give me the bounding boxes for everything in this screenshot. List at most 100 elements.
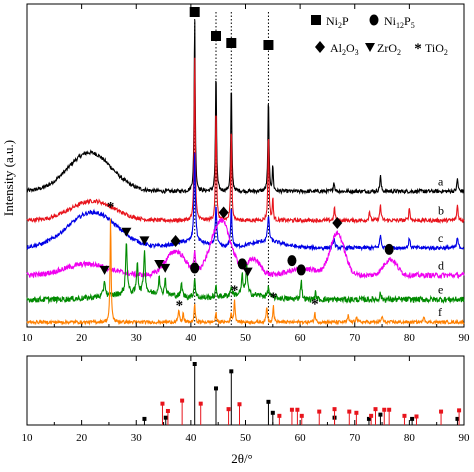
reference-stick-cap-red <box>347 409 352 414</box>
reference-stick-cap-red <box>289 407 294 412</box>
marker-triangle-down-e <box>154 259 165 269</box>
reference-stick-cap-black <box>229 369 234 374</box>
legend-entry: Al2O3 <box>330 41 359 57</box>
marker-triangle-down-e <box>160 263 171 273</box>
marker-triangle-down-e <box>99 265 110 275</box>
series-label-a: a <box>438 174 444 188</box>
series-label-c: c <box>438 231 443 245</box>
x-tick-label: 40 <box>185 332 197 344</box>
reference-stick-cap-red <box>317 409 322 414</box>
series-curve-e <box>26 243 465 305</box>
marker-square-a <box>263 40 274 50</box>
x-tick-label: 20 <box>76 432 88 444</box>
legend-subscript: 2 <box>397 48 401 57</box>
bottom-plot-frame <box>26 355 465 426</box>
legend-text-part: ZrO <box>377 41 397 55</box>
marker-diamond-d <box>218 206 229 219</box>
legend-text-part: Al <box>330 41 343 55</box>
reference-stick-cap-red <box>299 413 304 418</box>
marker-circle-e <box>296 264 306 276</box>
reference-stick-cap-red <box>457 408 462 413</box>
legend-subscript: 2 <box>338 21 342 30</box>
reference-stick-cap-red <box>295 407 300 412</box>
reference-stick-cap-red <box>160 401 165 406</box>
reference-stick-cap-black <box>192 362 197 366</box>
marker-triangle-down-e <box>121 227 132 237</box>
series-label-b: b <box>438 203 444 217</box>
legend-entry: Ni2P <box>326 14 349 30</box>
x-tick-label: 60 <box>295 432 307 444</box>
reference-stick-cap-red <box>332 407 337 412</box>
reference-stick-cap-red <box>165 408 170 413</box>
reference-stick-cap-red <box>414 414 419 419</box>
legend-text-part: Ni <box>326 14 339 28</box>
legend-text-part: O <box>346 41 355 55</box>
x-tick-label: 50 <box>240 332 252 344</box>
legend-symbol-asterisk: * <box>414 41 422 57</box>
x-tick-label: 30 <box>131 432 143 444</box>
reference-stick-cap-red <box>382 407 387 412</box>
marker-diamond-d <box>170 235 181 248</box>
marker-asterisk-f: * <box>107 200 115 216</box>
reference-stick-cap-black <box>163 415 168 420</box>
reference-stick-cap-black <box>270 410 275 415</box>
reference-stick-cap-black <box>378 412 383 417</box>
marker-circle-d <box>287 255 297 267</box>
x-tick-label: 40 <box>185 432 197 444</box>
reference-stick-cap-black <box>410 416 415 421</box>
x-tick-label: 80 <box>404 332 416 344</box>
x-tick-label: 10 <box>22 332 34 344</box>
legend-text-part: TiO <box>425 41 444 55</box>
series-label-d: d <box>438 258 444 272</box>
marker-triangle-down-e <box>242 267 253 277</box>
x-tick-label: 90 <box>459 432 471 444</box>
legend-subscript: 5 <box>411 21 415 30</box>
reference-stick-cap-black <box>142 416 147 421</box>
series-curve-f <box>26 218 465 326</box>
legend-symbol-diamond <box>315 41 325 53</box>
reference-stick-cap-red <box>198 401 203 406</box>
legend-subscript: 12 <box>396 21 404 30</box>
legend-symbol-circle <box>369 14 379 26</box>
x-tick-label: 10 <box>22 432 34 444</box>
reference-stick-cap-black <box>214 386 219 391</box>
reference-stick-cap-red <box>369 413 374 418</box>
reference-stick-cap-red <box>439 409 444 414</box>
x-tick-label: 70 <box>349 432 361 444</box>
marker-square-a <box>211 31 222 41</box>
legend-text-part: P <box>404 14 411 28</box>
reference-stick-cap-red <box>387 407 392 412</box>
reference-stick-cap-black <box>266 399 271 404</box>
x-tick-label: 70 <box>349 332 361 344</box>
marker-asterisk-f: * <box>231 283 239 299</box>
marker-circle-d <box>384 243 394 255</box>
x-tick-label: 60 <box>295 332 307 344</box>
reference-stick-cap-red <box>373 407 378 412</box>
reference-stick-cap-red <box>180 398 185 403</box>
marker-circle-e <box>237 258 247 270</box>
x-tick-label: 90 <box>459 332 471 344</box>
marker-triangle-down-e <box>139 236 150 246</box>
y-axis-label: Intensity (a.u.) <box>1 140 16 216</box>
marker-diamond-d <box>332 217 343 230</box>
legend-entry: Ni12P5 <box>384 14 415 30</box>
legend-subscript: 2 <box>444 48 448 57</box>
legend-subscript: 3 <box>355 48 359 57</box>
x-tick-label: 20 <box>76 332 88 344</box>
axes-text: 2θ/° Intensity (a.u.) <box>1 140 253 466</box>
marker-asterisk-f: * <box>311 296 319 312</box>
marker-square-a <box>226 38 237 48</box>
legend-symbol-square <box>311 15 321 25</box>
x-tick-label: 30 <box>131 332 143 344</box>
marker-asterisk-f: * <box>270 290 278 306</box>
reference-stick-cap-red <box>354 410 359 415</box>
series-curve-c <box>26 152 465 252</box>
series-label-f: f <box>438 305 442 319</box>
reference-pattern-panel: 10 20 30 40 50 60 70 80 90 <box>22 355 471 444</box>
marker-asterisk-f: * <box>176 298 184 314</box>
series-curve-b <box>26 57 465 225</box>
reference-stick-cap-red <box>277 413 282 418</box>
legend-text-part: Ni <box>384 14 397 28</box>
